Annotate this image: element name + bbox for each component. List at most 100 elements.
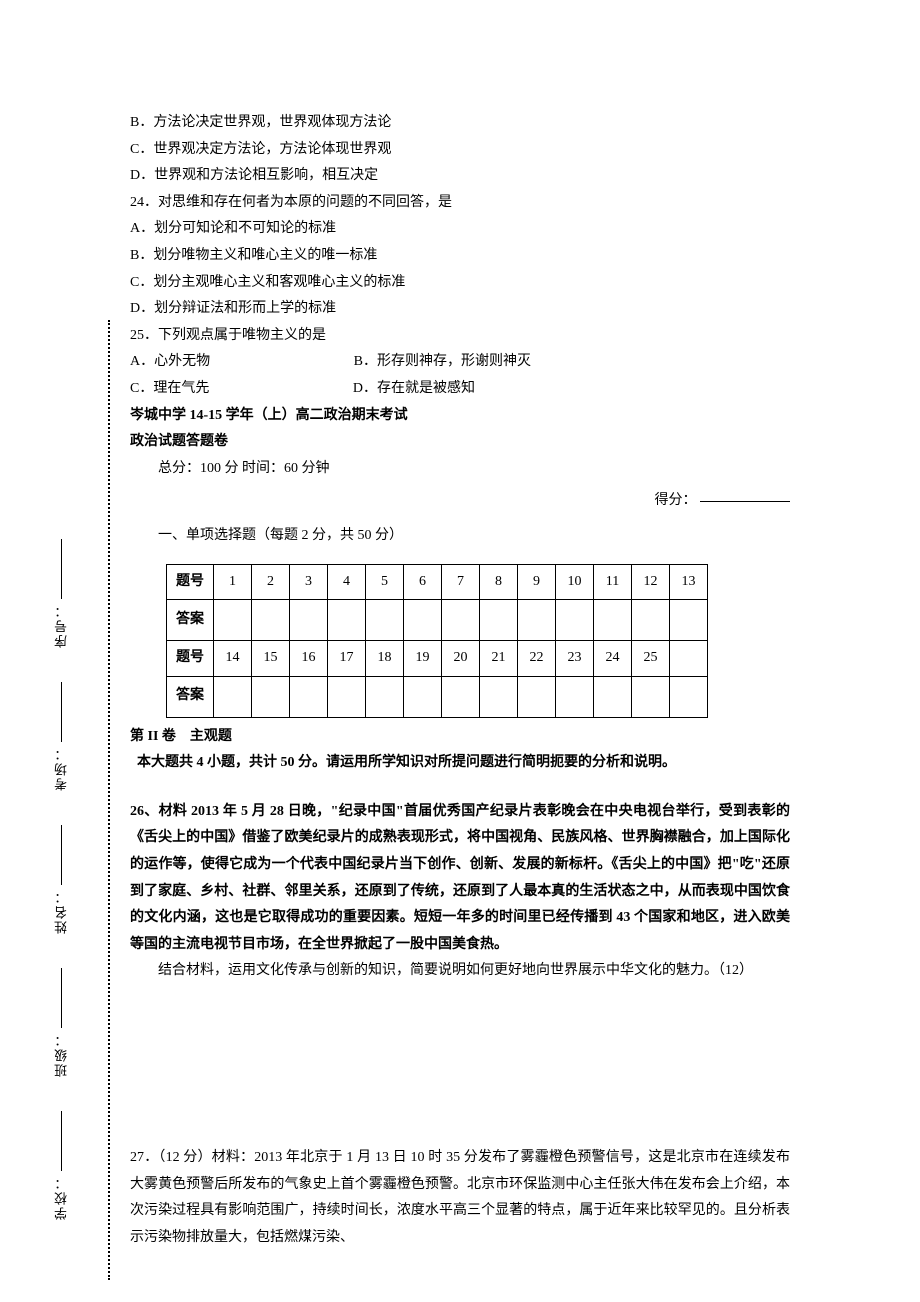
answer-cell[interactable]: [290, 676, 328, 717]
side-underline: [61, 682, 63, 742]
answer-cell[interactable]: [214, 676, 252, 717]
answer-sheet-title-1: 岑城中学 14-15 学年（上）高二政治期末考试: [130, 403, 790, 430]
answer-cell[interactable]: [594, 676, 632, 717]
side-label-class: 班级：: [52, 964, 76, 1077]
answer-cell[interactable]: [480, 600, 518, 641]
answer-table: 题号 1 2 3 4 5 6 7 8 9 10 11 12 13 答案: [166, 564, 708, 718]
q25-row-ab: A．心外无物 B．形存则神存，形谢则神灭: [130, 349, 790, 376]
answer-cell[interactable]: [594, 600, 632, 641]
side-label-name-text: 姓名：: [54, 889, 69, 934]
score-row: 得分：: [130, 488, 790, 515]
answer-cell[interactable]: [442, 600, 480, 641]
side-label-room: 考场：: [52, 678, 76, 791]
answer-cell[interactable]: [366, 600, 404, 641]
row-label-a: 答案: [167, 600, 214, 641]
q25-stem: 25．下列观点属于唯物主义的是: [130, 323, 790, 350]
q24-option-b: B．划分唯物主义和唯心主义的唯一标准: [130, 243, 790, 270]
num-cell: 11: [594, 564, 632, 600]
answer-cell[interactable]: [632, 676, 670, 717]
q26-answer-space[interactable]: [130, 985, 790, 1145]
num-cell: [670, 641, 708, 677]
num-cell: 20: [442, 641, 480, 677]
num-cell: 23: [556, 641, 594, 677]
answer-cell[interactable]: [328, 600, 366, 641]
table-row-nums-1: 题号 1 2 3 4 5 6 7 8 9 10 11 12 13: [167, 564, 708, 600]
answer-cell[interactable]: [670, 600, 708, 641]
side-underline: [61, 825, 63, 885]
side-underline: [61, 1111, 63, 1171]
answer-cell[interactable]: [518, 676, 556, 717]
part2-title: 第 II 卷 主观题: [130, 724, 790, 751]
answer-cell[interactable]: [518, 600, 556, 641]
table-row-answers-1: 答案: [167, 600, 708, 641]
num-cell: 15: [252, 641, 290, 677]
main-content: B．方法论决定世界观，世界观体现方法论 C．世界观决定方法论，方法论体现世界观 …: [130, 110, 790, 1251]
num-cell: 7: [442, 564, 480, 600]
answer-cell[interactable]: [632, 600, 670, 641]
q26-stem: 26、材料 2013 年 5 月 28 日晚，"纪录中国"首届优秀国产纪录片表彰…: [130, 799, 790, 959]
answer-cell[interactable]: [556, 600, 594, 641]
part2-desc: 本大题共 4 小题，共计 50 分。请运用所学知识对所提问题进行简明扼要的分析和…: [130, 750, 790, 777]
num-cell: 18: [366, 641, 404, 677]
num-cell: 14: [214, 641, 252, 677]
answer-cell[interactable]: [404, 600, 442, 641]
answer-cell[interactable]: [366, 676, 404, 717]
num-cell: 24: [594, 641, 632, 677]
side-label-name: 姓名：: [52, 821, 76, 934]
q25-option-d: D．存在就是被感知: [353, 376, 475, 403]
num-cell: 21: [480, 641, 518, 677]
side-label-class-text: 班级：: [54, 1032, 69, 1077]
q24-option-d: D．划分辩证法和形而上学的标准: [130, 296, 790, 323]
q24-option-c: C．划分主观唯心主义和客观唯心主义的标准: [130, 270, 790, 297]
side-label-seat: 序号：: [52, 535, 76, 648]
num-cell: 10: [556, 564, 594, 600]
num-cell: 4: [328, 564, 366, 600]
answer-cell[interactable]: [404, 676, 442, 717]
num-cell: 3: [290, 564, 328, 600]
side-label-school: 学校：: [52, 1107, 76, 1220]
row-label-q: 题号: [167, 564, 214, 600]
num-cell: 16: [290, 641, 328, 677]
score-label: 得分：: [655, 493, 697, 508]
answer-cell[interactable]: [252, 676, 290, 717]
exam-page: 学校： 班级： 姓名： 考场： 序号： B．方法论决定世界观，世界观体现方法论 …: [0, 0, 920, 1302]
q24-stem: 24．对思维和存在何者为本原的问题的不同回答，是: [130, 190, 790, 217]
answer-cell[interactable]: [480, 676, 518, 717]
answer-cell[interactable]: [290, 600, 328, 641]
q24-option-a: A．划分可知论和不可知论的标准: [130, 216, 790, 243]
num-cell: 22: [518, 641, 556, 677]
side-label-seat-text: 序号：: [54, 603, 69, 648]
answer-cell[interactable]: [556, 676, 594, 717]
num-cell: 9: [518, 564, 556, 600]
num-cell: 19: [404, 641, 442, 677]
num-cell: 12: [632, 564, 670, 600]
side-underline: [61, 968, 63, 1028]
q23-option-c: C．世界观决定方法论，方法论体现世界观: [130, 137, 790, 164]
side-label-room-text: 考场：: [54, 746, 69, 791]
section-1-heading: 一、单项选择题（每题 2 分，共 50 分）: [130, 523, 790, 550]
answer-cell[interactable]: [252, 600, 290, 641]
answer-cell[interactable]: [670, 676, 708, 717]
q23-option-d: D．世界观和方法论相互影响，相互决定: [130, 163, 790, 190]
side-labels: 学校： 班级： 姓名： 考场： 序号：: [52, 320, 76, 1220]
q26-ask: 结合材料，运用文化传承与创新的知识，简要说明如何更好地向世界展示中华文化的魅力。…: [130, 958, 790, 985]
num-cell: 6: [404, 564, 442, 600]
side-underline: [61, 539, 63, 599]
q25-option-b: B．形存则神存，形谢则神灭: [354, 349, 531, 376]
num-cell: 1: [214, 564, 252, 600]
answer-cell[interactable]: [328, 676, 366, 717]
num-cell: 17: [328, 641, 366, 677]
num-cell: 13: [670, 564, 708, 600]
answer-cell[interactable]: [214, 600, 252, 641]
score-blank[interactable]: [700, 501, 790, 502]
q23-option-b: B．方法论决定世界观，世界观体现方法论: [130, 110, 790, 137]
binding-dotted-line: [108, 320, 110, 1280]
table-row-answers-2: 答案: [167, 676, 708, 717]
answer-sheet-title-2: 政治试题答题卷: [130, 429, 790, 456]
answer-cell[interactable]: [442, 676, 480, 717]
num-cell: 5: [366, 564, 404, 600]
q27-stem: 27．（12 分）材料：2013 年北京于 1 月 13 日 10 时 35 分…: [130, 1145, 790, 1251]
num-cell: 2: [252, 564, 290, 600]
num-cell: 25: [632, 641, 670, 677]
side-label-school-text: 学校：: [54, 1175, 69, 1220]
